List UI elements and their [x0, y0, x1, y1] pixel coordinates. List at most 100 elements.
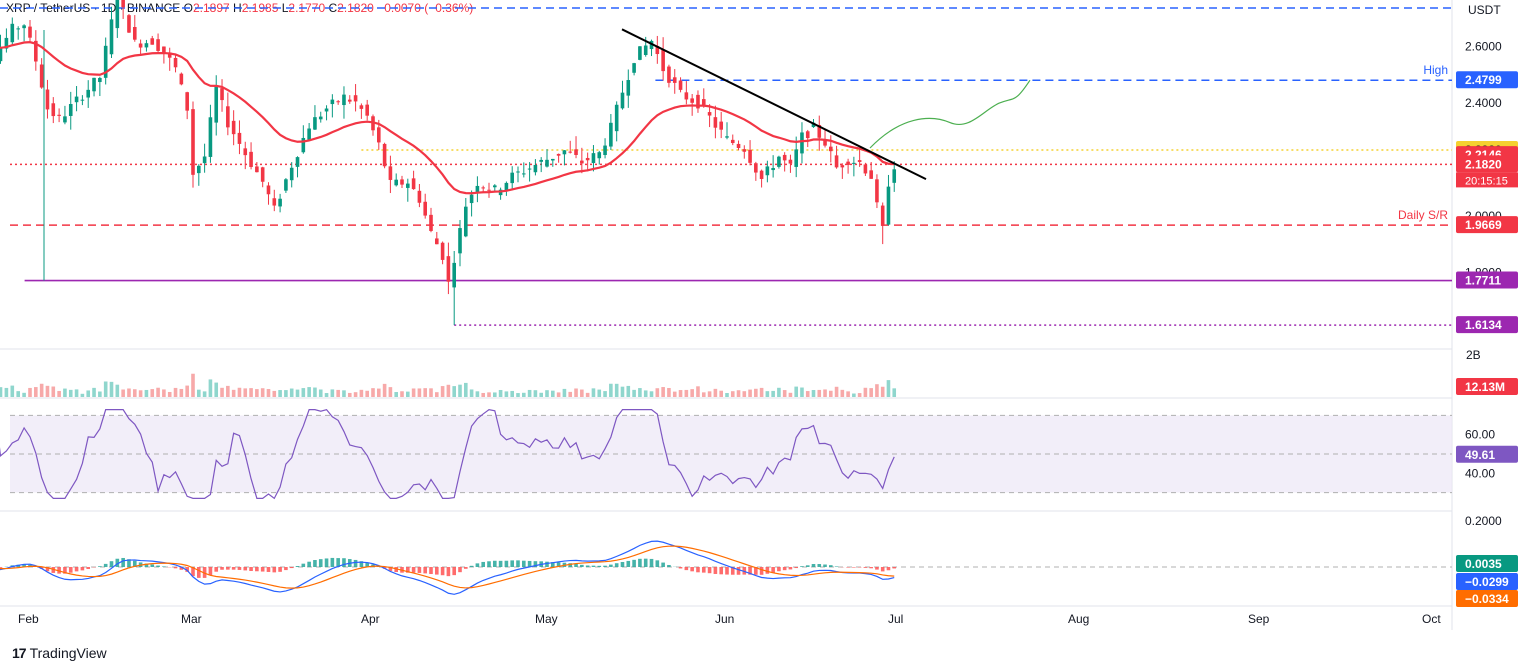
macd-histogram-bar [243, 567, 248, 571]
macd-histogram-bar [440, 567, 445, 576]
macd-histogram-bar [736, 567, 741, 575]
candle-body [28, 26, 32, 38]
projection-path [869, 79, 1031, 149]
macd-histogram-bar [522, 560, 526, 567]
volume-bar [730, 391, 735, 397]
macd-histogram-bar [429, 567, 433, 575]
macd-histogram-bar [411, 567, 416, 573]
candle-body [574, 149, 578, 155]
macd-histogram-bar [527, 560, 532, 567]
macd-histogram-bar [208, 567, 213, 576]
volume-bar [353, 392, 358, 397]
macd-histogram-bar [289, 567, 294, 569]
volume-bar [580, 389, 584, 397]
volume-bar [330, 389, 335, 397]
macd-histogram-bar [609, 564, 613, 567]
candle-body [736, 143, 741, 148]
macd-histogram-bar [22, 564, 26, 567]
candle-body [800, 132, 804, 154]
x-axis-month-label: Apr [361, 612, 380, 626]
candle-body [336, 101, 340, 103]
macd-histogram-bar [423, 567, 427, 574]
macd-histogram-bar [655, 560, 660, 567]
macd-histogram-bar [179, 567, 184, 570]
candle-body [562, 150, 567, 155]
volume-bar [510, 390, 514, 397]
macd-histogram-bar [880, 567, 885, 572]
macd-histogram-bar [875, 567, 879, 570]
macd-histogram-bar [782, 567, 787, 571]
macd-histogram-bar [109, 561, 114, 567]
change-value: −0.0070 (−0.36%) [377, 1, 474, 15]
candle-body [701, 99, 706, 105]
volume-bar [857, 393, 862, 397]
candle-body [411, 178, 416, 190]
volume-bar [493, 392, 497, 397]
macd-histogram-bar [336, 558, 340, 567]
volume-bar [394, 392, 398, 397]
macd-histogram-bar [742, 567, 747, 575]
volume-bar [707, 391, 712, 397]
volume-bar [34, 387, 38, 397]
candle-body [632, 63, 636, 73]
candle-body [115, 0, 120, 29]
volume-bar [39, 383, 44, 397]
candle-body [811, 122, 816, 128]
macd-histogram-bar [103, 563, 108, 567]
volume-bar [336, 389, 340, 397]
candle-body [266, 185, 271, 195]
macd-histogram-bar [353, 559, 358, 567]
volume-bar [765, 391, 770, 397]
tradingview-brand[interactable]: 17 TradingView [12, 645, 107, 661]
macd-histogram-bar [63, 567, 67, 574]
volume-bar [829, 390, 833, 397]
countdown-label: 20:15:15 [1465, 175, 1508, 187]
level-label-0: High [1423, 63, 1448, 77]
macd-histogram-bar [80, 567, 85, 571]
candle-body [22, 25, 26, 29]
macd-histogram-bar [696, 567, 700, 573]
volume-bar [863, 387, 868, 397]
candle-body [68, 104, 73, 116]
macd-histogram-bar [678, 567, 683, 569]
candle-body [817, 124, 822, 138]
volume-bar [464, 382, 468, 397]
macd-histogram-bar [580, 564, 584, 567]
candle-body [121, 0, 125, 8]
candle-body [725, 136, 729, 138]
macd-histogram-bar [591, 565, 596, 567]
macd-histogram-bar [533, 561, 538, 567]
volume-bar [249, 388, 253, 397]
volume-bar [759, 387, 764, 397]
volume-bar [266, 389, 271, 397]
candle-body [649, 40, 654, 50]
candle-body [330, 99, 335, 105]
volume-bar [719, 390, 723, 397]
candle-body [580, 160, 584, 164]
macd-histogram-bar [800, 566, 804, 567]
candle-body [179, 73, 184, 85]
macd-histogram-bar [115, 558, 120, 567]
candle-body [591, 153, 596, 164]
rsi-line [0, 408, 895, 500]
volume-bar [805, 391, 810, 397]
macd-histogram-bar [597, 565, 602, 567]
volume-bar [452, 386, 456, 397]
volume-bar [202, 391, 207, 397]
volume-bar [725, 393, 729, 397]
level-label-4: Daily S/R [1398, 208, 1448, 222]
candle-body [202, 156, 207, 164]
candle-body [713, 117, 718, 128]
volume-bar [614, 383, 619, 397]
volume-bar [556, 392, 561, 397]
x-axis-month-label: May [535, 612, 558, 626]
volume-bar [324, 393, 329, 397]
volume-bar [132, 389, 137, 397]
volume-bar [632, 389, 636, 397]
macd-histogram-bar [811, 563, 816, 567]
macd-histogram-bar [417, 567, 422, 573]
macd-histogram-bar [701, 567, 706, 573]
volume-bar [823, 389, 827, 397]
volume-bar [788, 392, 793, 397]
